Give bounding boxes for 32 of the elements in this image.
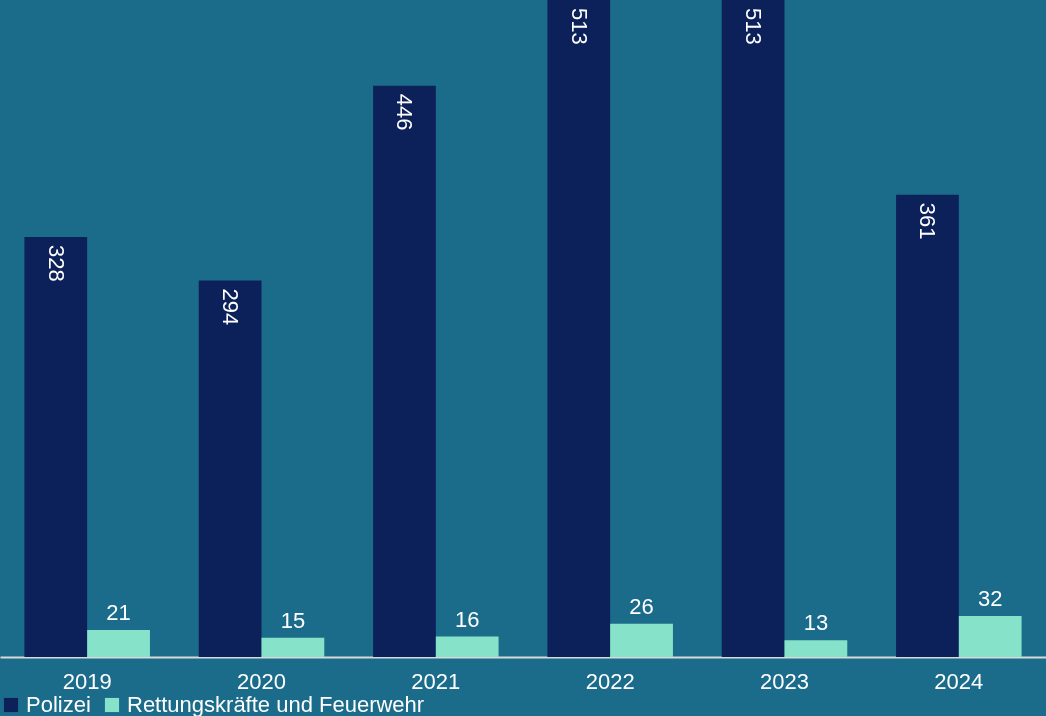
bar — [435, 636, 499, 657]
bar — [87, 630, 150, 657]
bar — [721, 0, 785, 657]
bar — [784, 640, 848, 657]
legend-label: Rettungskräfte und Feuerwehr — [127, 692, 425, 716]
data-label: 446 — [392, 93, 418, 131]
bar — [896, 194, 959, 657]
bar — [547, 0, 611, 657]
data-label: 513 — [566, 8, 592, 45]
bar — [373, 85, 436, 657]
legend-label: Polizei — [26, 692, 91, 716]
data-label: 32 — [977, 586, 1003, 612]
bar — [958, 616, 1022, 657]
data-label: 16 — [454, 606, 480, 632]
bar — [24, 236, 88, 657]
bar — [261, 637, 325, 657]
data-label: 21 — [106, 600, 131, 626]
bar — [198, 280, 262, 657]
bar — [610, 623, 673, 657]
x-tick-label: 2023 — [760, 668, 809, 694]
data-label: 513 — [741, 8, 767, 45]
data-label: 361 — [915, 202, 941, 240]
data-label: 13 — [803, 610, 829, 636]
x-tick-label: 2022 — [585, 668, 635, 694]
data-label: 26 — [629, 593, 654, 619]
x-tick-label: 2021 — [411, 668, 461, 694]
data-label: 15 — [280, 607, 306, 633]
x-tick-label: 2024 — [934, 668, 984, 694]
x-tick-label: 2020 — [237, 668, 286, 694]
data-label: 294 — [218, 288, 244, 326]
data-label: 328 — [43, 244, 69, 282]
x-tick-label: 2019 — [62, 668, 112, 694]
